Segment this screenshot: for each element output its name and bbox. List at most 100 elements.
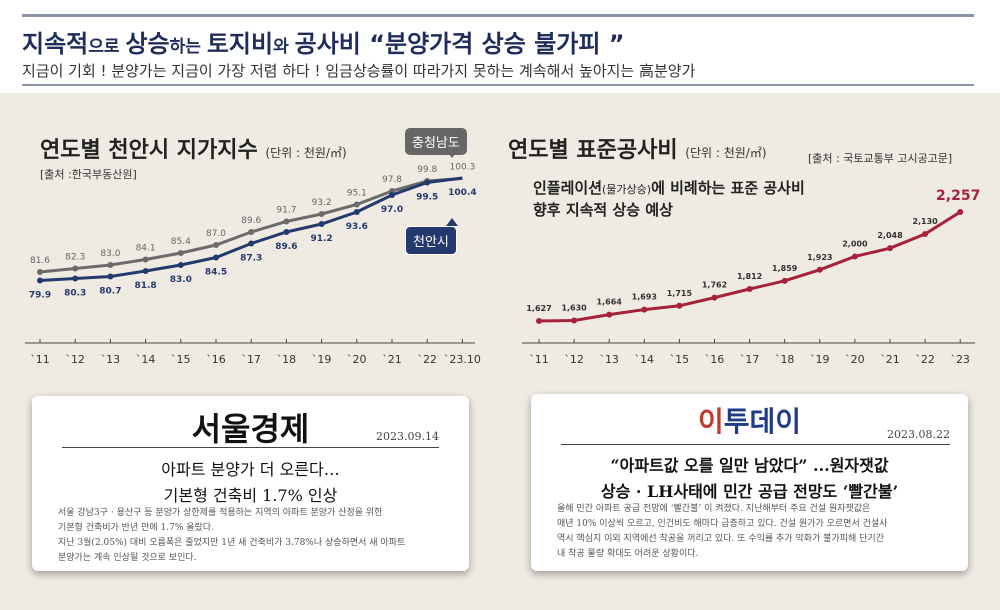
right-x-tick-label: `15: [670, 353, 690, 366]
left-x-tick-label: `20: [347, 353, 367, 366]
left-series-point-1: [142, 268, 149, 274]
left-series-point-0: [37, 269, 43, 275]
left-data-label: 91.7: [276, 206, 296, 216]
right-chart-title: 연도별 표준공사비 (단위 : 천원/㎡): [508, 132, 767, 164]
right-data-label: 2,257: [936, 188, 980, 204]
right-x-tick-label: `19: [810, 353, 830, 366]
left-chart-title: 연도별 천안시 지가지수 (단위 : 천원/㎡): [40, 132, 347, 164]
left-series-point-1: [248, 240, 255, 247]
header-bottom-rule: [22, 84, 974, 86]
left-data-label: 80.3: [64, 289, 86, 299]
legend-callout-cheonan: 천안시: [405, 226, 457, 255]
left-x-tick-label: `11: [30, 353, 50, 366]
left-series-point-0: [177, 250, 184, 256]
left-data-label: 85.4: [171, 237, 191, 247]
right-data-label: 1,715: [667, 289, 693, 298]
note-line-2: 향후 지속적 상승 예상: [533, 201, 673, 219]
left-data-label: 89.6: [241, 216, 261, 226]
right-data-label: 2,130: [912, 217, 938, 226]
right-series-point: [641, 306, 648, 313]
article-divider: [561, 444, 950, 445]
right-x-tick-label: `12: [564, 353, 584, 366]
left-x-tick-label: `16: [206, 353, 226, 366]
right-chart-source: [출처 : 국토교통부 고시공고문]: [808, 152, 953, 165]
article-headline-1: “아파트값 오를 일만 남았다” ...원자잿값: [610, 456, 889, 475]
title-part: 지속적: [22, 30, 89, 58]
left-data-label: 97.0: [381, 205, 403, 215]
header-top-rule: [22, 14, 974, 17]
left-series-point-1: [389, 192, 395, 198]
left-chart-unit: (단위 : 천원/㎡): [265, 146, 347, 160]
left-data-label: 100.4: [448, 188, 476, 198]
left-x-tick-label: `18: [277, 353, 297, 366]
right-data-label: 1,693: [632, 293, 657, 302]
title-part: 공사비 “분양가격 상승 불가피 ”: [294, 30, 625, 58]
left-data-label: 82.3: [65, 253, 85, 263]
left-series-point-1: [213, 254, 219, 261]
right-series-point: [957, 209, 964, 215]
title-part: 상승: [125, 30, 170, 58]
right-x-tick-label: `23: [950, 353, 970, 366]
article-divider: [62, 447, 439, 448]
article-headline-2: 상승 · LH사태에 민간 공급 전망도 ‘빨간불’: [600, 482, 899, 501]
right-x-tick-label: `22: [915, 353, 935, 366]
page-subtitle: 지금이 기회 ! 분양가는 지금이 가장 저렴 하다 ! 임금상승률이 따라가지…: [22, 62, 696, 80]
left-x-tick-label: `12: [65, 353, 85, 366]
right-series-point: [536, 318, 542, 324]
left-series-point-1: [72, 275, 79, 282]
left-x-tick-label: `19: [312, 353, 332, 366]
left-data-label: 81.8: [134, 281, 156, 291]
left-series-point-1: [353, 209, 360, 215]
left-data-label: 79.9: [29, 291, 51, 301]
right-chart-note: 인플레이션(물가상승)에 비례하는 표준 공사비 향후 지속적 상승 예상: [533, 178, 805, 221]
left-series-point-0: [353, 201, 360, 208]
left-x-tick-label: `23.10: [444, 353, 481, 366]
left-series-point-1: [37, 277, 43, 284]
left-data-label: 87.0: [206, 229, 226, 239]
right-series-point: [676, 302, 683, 309]
left-chart-title-text: 연도별 천안시 지가지수: [40, 138, 258, 163]
right-x-tick-label: `21: [880, 353, 900, 366]
title-part: 으로: [88, 37, 126, 57]
right-chart-unit: (단위 : 천원/㎡): [685, 146, 767, 160]
title-part: 하는: [169, 37, 207, 57]
right-series-point: [606, 311, 613, 318]
left-series-point-0: [283, 218, 290, 225]
left-data-label: 80.7: [99, 287, 121, 297]
left-data-label: 95.1: [347, 189, 367, 199]
left-data-label: 93.2: [312, 198, 332, 208]
left-x-tick-label: `17: [241, 353, 261, 366]
right-x-tick-label: `20: [845, 353, 865, 366]
article-card-etoday[interactable]: 이투데이 2023.08.22 “아파트값 오를 일만 남았다” ...원자잿값…: [531, 394, 968, 571]
right-x-tick-label: `16: [705, 353, 725, 366]
publisher-logo: 이투데이: [697, 405, 802, 438]
article-card-seoul-economy[interactable]: 서울경제 2023.09.14 아파트 분양가 더 오른다… 기본형 건축비 1…: [32, 396, 469, 571]
left-series-point-1: [177, 262, 184, 268]
right-data-label: 2,000: [842, 239, 868, 248]
right-series-point: [816, 266, 823, 273]
left-x-tick-label: `22: [417, 353, 437, 366]
right-data-label: 1,664: [597, 298, 623, 307]
right-data-label: 1,923: [807, 253, 832, 262]
right-series-point: [711, 294, 718, 301]
right-series-point: [887, 245, 893, 252]
left-data-label: 81.6: [30, 256, 50, 266]
right-series-point: [851, 253, 858, 260]
right-data-label: 1,627: [526, 304, 551, 313]
right-x-tick-label: `11: [529, 353, 549, 366]
left-series-point-0: [72, 265, 79, 272]
right-series-point: [922, 230, 929, 237]
article-headline-2: 기본형 건축비 1.7% 인상: [163, 486, 338, 505]
left-data-label: 84.5: [205, 268, 227, 278]
left-series-point-0: [107, 262, 114, 268]
page-title: 지속적으로 상승하는 토지비와 공사비 “분양가격 상승 불가피 ”: [22, 24, 625, 59]
left-series-point-0: [248, 229, 255, 235]
callout-pointer-cheonan: [446, 218, 458, 226]
left-chart-source: [출처 :한국부동산원]: [40, 168, 137, 181]
left-series-point-1: [107, 273, 114, 280]
article-body: 올해 민간 아파트 공급 전망에 ‘빨간불’ 이 켜졌다. 지난해부터 주요 건…: [557, 504, 888, 559]
right-x-tick-label: `14: [635, 353, 655, 366]
left-x-tick-label: `14: [136, 353, 156, 366]
left-x-tick-label: `13: [101, 353, 121, 366]
left-data-label: 87.3: [240, 254, 262, 264]
